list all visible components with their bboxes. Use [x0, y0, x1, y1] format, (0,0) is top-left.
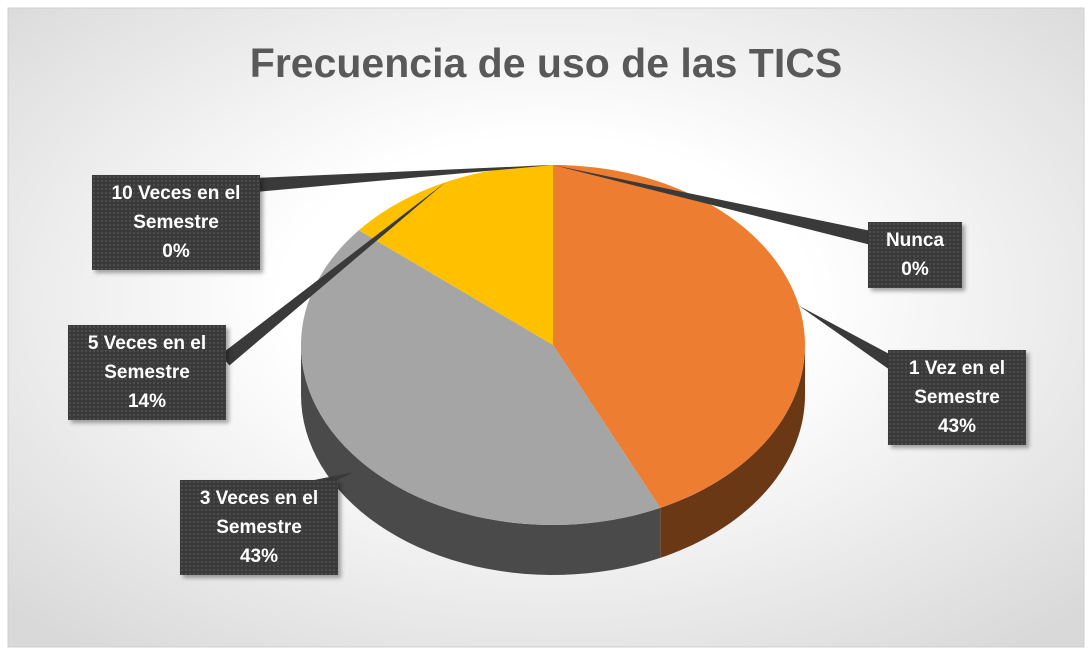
data-label: 5 Veces en el Semestre 14%: [68, 325, 226, 420]
data-label: 3 Veces en el Semestre 43%: [180, 480, 338, 575]
slice: [300, 230, 661, 526]
chart-title: Frecuencia de uso de las TICS: [249, 40, 843, 86]
leader-line: [553, 165, 882, 247]
leader-line: [254, 165, 553, 192]
data-label: 10 Veces en el Semestre 0%: [92, 175, 260, 270]
leader-line: [220, 182, 446, 366]
label-category: 1 Vez en el Semestre: [908, 358, 1006, 408]
label-category: 5 Veces en el Semestre: [87, 333, 207, 383]
leader-line: [798, 305, 899, 371]
label-value: 14%: [127, 391, 167, 412]
slice: [358, 165, 553, 345]
label-category: Nunca: [885, 230, 945, 251]
label-value: 0%: [162, 241, 190, 262]
label-category: 10 Veces en el Semestre: [111, 183, 241, 233]
leaders: [220, 165, 899, 497]
slice-side: [660, 345, 805, 558]
slice: [553, 165, 805, 508]
data-label: Nunca 0%: [868, 222, 962, 288]
slice-side: [301, 345, 661, 575]
label-category: 3 Veces en el Semestre: [199, 488, 319, 538]
pie: [300, 165, 805, 575]
label-value: 0%: [901, 259, 929, 280]
label-value: 43%: [937, 416, 977, 437]
label-value: 43%: [239, 546, 279, 567]
data-label: 1 Vez en el Semestre 43%: [888, 350, 1026, 445]
